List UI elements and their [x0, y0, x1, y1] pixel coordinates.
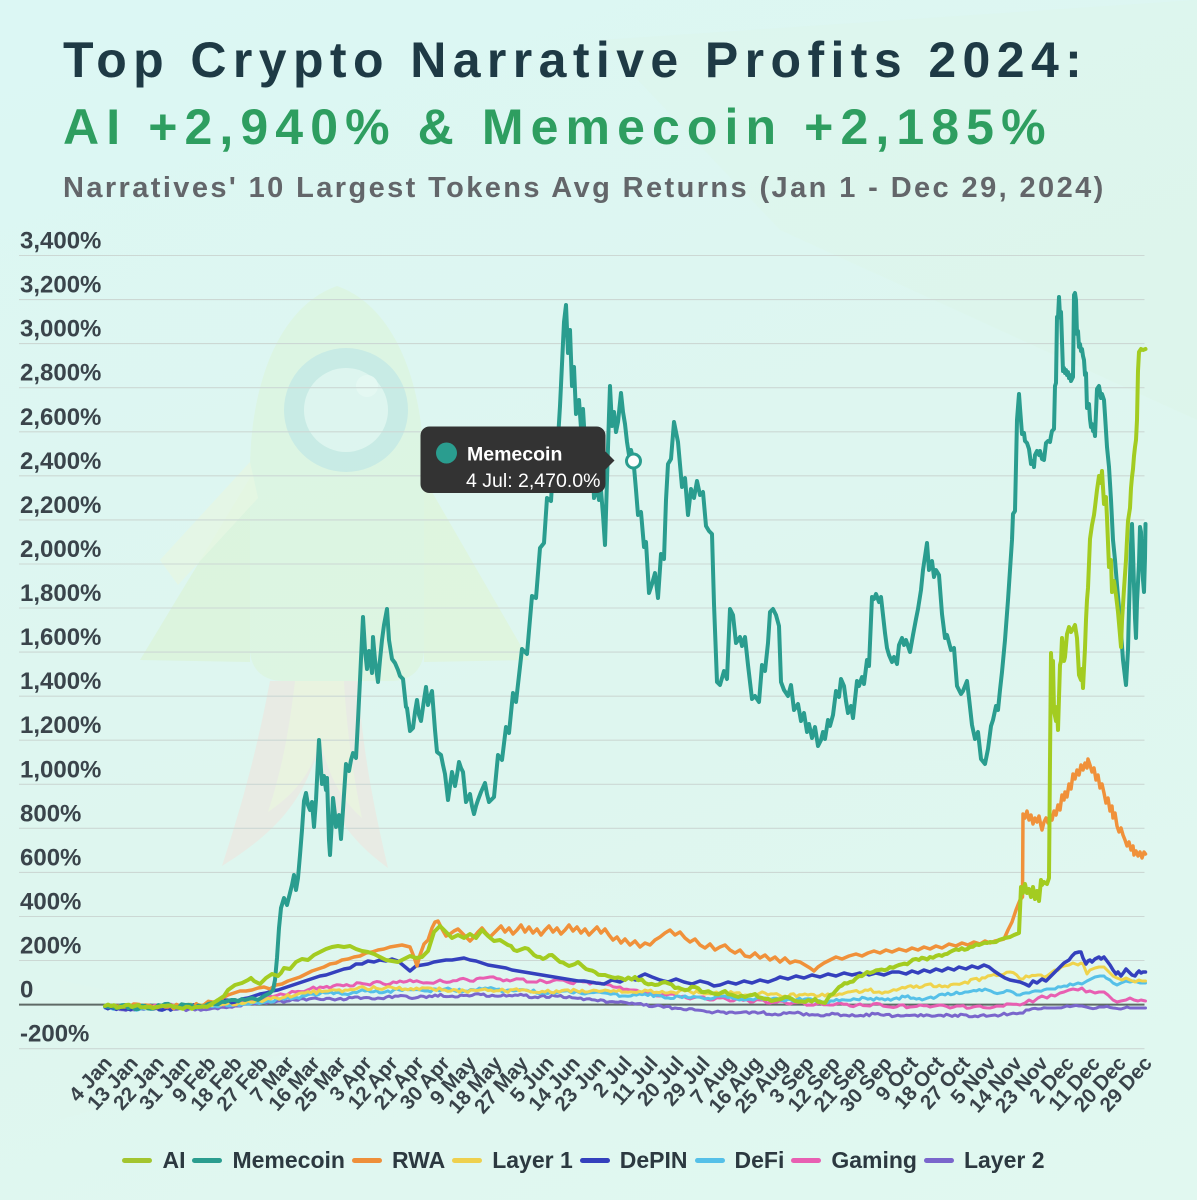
svg-text:3,000%: 3,000%	[20, 316, 101, 343]
svg-text:2,600%: 2,600%	[20, 404, 101, 431]
svg-text:1,200%: 1,200%	[20, 712, 101, 739]
svg-text:2,400%: 2,400%	[20, 448, 101, 475]
svg-text:3,200%: 3,200%	[20, 272, 101, 299]
svg-text:0: 0	[20, 977, 33, 1004]
svg-text:1,000%: 1,000%	[20, 756, 101, 783]
svg-text:2,200%: 2,200%	[20, 492, 101, 519]
svg-text:800%: 800%	[20, 800, 81, 827]
svg-text:3,400%: 3,400%	[20, 228, 101, 255]
svg-text:4 Jul: 2,470.0%: 4 Jul: 2,470.0%	[466, 470, 600, 492]
svg-text:2,800%: 2,800%	[20, 360, 101, 387]
svg-text:1,400%: 1,400%	[20, 668, 101, 695]
svg-text:2,000%: 2,000%	[20, 536, 101, 563]
svg-text:1,600%: 1,600%	[20, 624, 101, 651]
svg-text:600%: 600%	[20, 844, 81, 871]
svg-text:200%: 200%	[20, 933, 81, 960]
svg-text:Memecoin: Memecoin	[467, 444, 562, 466]
svg-text:1,800%: 1,800%	[20, 580, 101, 607]
svg-text:-200%: -200%	[20, 1021, 89, 1048]
svg-text:400%: 400%	[20, 889, 81, 916]
